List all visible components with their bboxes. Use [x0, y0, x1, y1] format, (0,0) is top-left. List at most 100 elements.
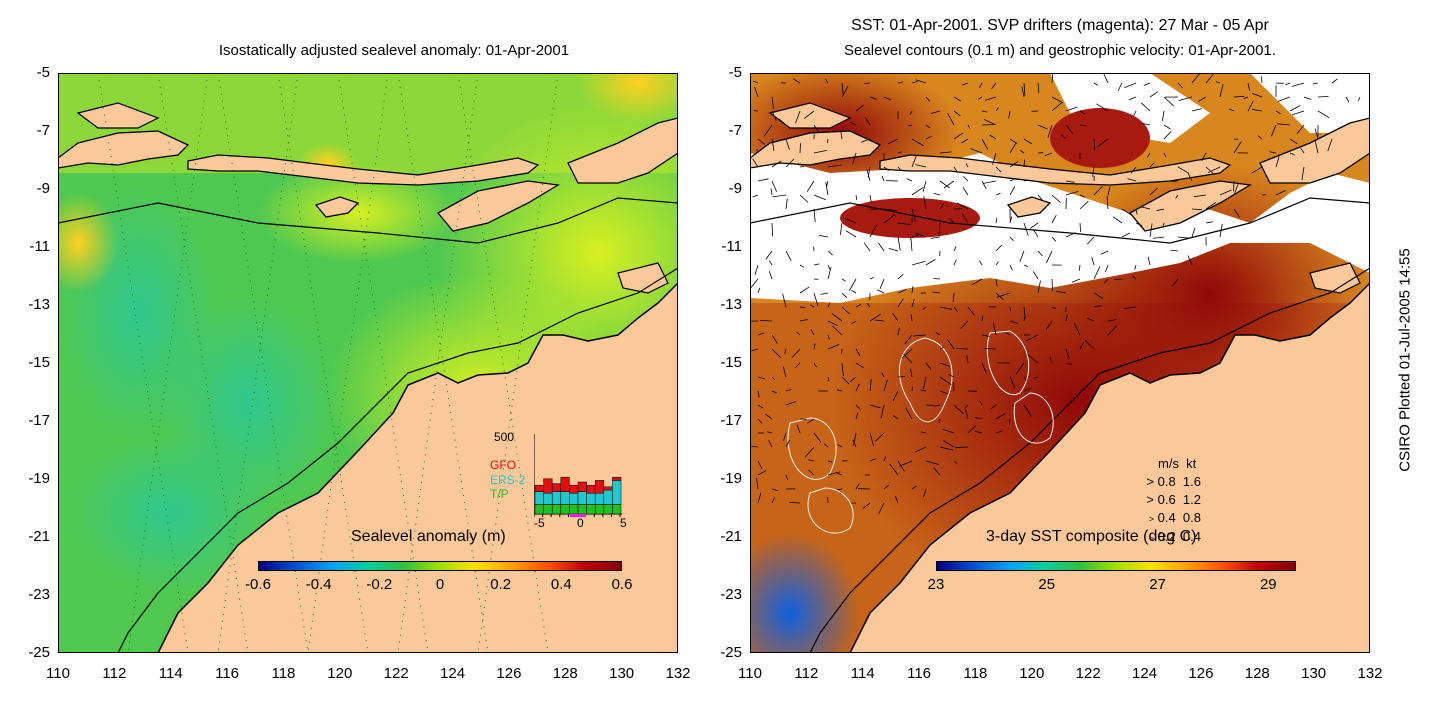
velocity-legend-row: 0.4 0.8 [1157, 510, 1201, 525]
left-lon-tick-label: 116 [215, 665, 240, 682]
velocity-arrow [1056, 290, 1067, 294]
inset-bar-ers [603, 489, 613, 505]
velocity-arrow [1107, 186, 1111, 196]
inset-bar-ers [543, 492, 553, 505]
velocity-arrow [922, 180, 927, 192]
velocity-arrow [841, 376, 850, 385]
velocity-arrow [995, 166, 1002, 173]
velocity-arrow [1051, 214, 1057, 224]
velocity-arrow [1037, 250, 1043, 257]
velocity-arrow [1079, 110, 1086, 115]
velocity-arrow [939, 180, 950, 189]
geostrophic-velocity-field [750, 73, 1361, 514]
velocity-arrow [808, 459, 815, 462]
velocity-arrow [813, 432, 822, 443]
velocity-arrow [782, 366, 787, 378]
australia-landmass [849, 281, 1370, 653]
velocity-arrow [996, 292, 1011, 298]
inset-bar-tp [577, 504, 587, 515]
velocity-arrow [845, 230, 857, 238]
velocity-arrow [785, 198, 788, 210]
velocity-arrow [930, 110, 941, 114]
velocity-arrow [771, 110, 777, 121]
velocity-arrow [906, 178, 913, 182]
velocity-arrow [915, 232, 927, 238]
velocity-arrow [913, 334, 927, 337]
velocity-arrow [1162, 222, 1165, 228]
velocity-arrow [813, 362, 817, 368]
velocity-arrow [855, 412, 859, 420]
velocity-arrow [1357, 96, 1361, 102]
velocity-arrow [1143, 82, 1151, 86]
right-lat-tick-label: -9 [728, 180, 742, 197]
velocity-arrow [939, 390, 949, 395]
sealevel-colorbar-tick-label: -0.4 [305, 576, 332, 593]
right-lon-tick-label: 118 [963, 665, 988, 682]
velocity-arrow [897, 151, 902, 154]
velocity-arrow [1233, 95, 1245, 98]
velocity-arrow [881, 175, 885, 182]
velocity-arrow [855, 362, 864, 368]
velocity-arrow [1051, 306, 1057, 310]
velocity-arrow [1233, 208, 1240, 218]
velocity-arrow [911, 186, 924, 196]
velocity-arrow [1191, 227, 1196, 238]
velocity-arrow [963, 176, 969, 182]
velocity-arrow [1009, 236, 1014, 241]
velocity-arrow [1121, 208, 1132, 216]
velocity-arrow [825, 181, 829, 196]
velocity-arrow [910, 237, 913, 252]
velocity-arrow [799, 319, 808, 322]
velocity-arrow [1193, 194, 1207, 198]
sst-colorbar-tick-label: 27 [1149, 576, 1166, 593]
velocity-arrow [1345, 96, 1350, 103]
velocity-arrow [836, 473, 843, 476]
java-island [58, 130, 190, 169]
velocity-arrow [840, 131, 843, 140]
colorbar-gradient [936, 561, 1296, 571]
velocity-arrow [1175, 194, 1179, 199]
velocity-arrow [1051, 73, 1053, 84]
right-lon-tick-label: 130 [1301, 665, 1327, 682]
velocity-arrow [952, 292, 955, 302]
velocity-arrow [892, 313, 899, 322]
velocity-arrow [855, 303, 862, 308]
velocity-arrow [923, 488, 927, 498]
velocity-arrow [782, 293, 787, 308]
velocity-arrow [785, 138, 790, 150]
velocity-arrow [883, 166, 890, 171]
inset-bar-ers [586, 492, 596, 505]
left-lat-tick-label: -11 [29, 238, 50, 255]
velocity-arrow [974, 417, 983, 420]
velocity-arrow [883, 379, 888, 392]
velocity-arrow [897, 166, 902, 172]
velocity-arrow [1141, 102, 1151, 112]
left-lon-tick-label: 114 [158, 665, 183, 682]
velocity-arrow [1065, 348, 1070, 359]
velocity-arrow [1251, 166, 1263, 174]
left-lat-tick-label: -9 [36, 180, 50, 197]
velocity-arrow [841, 292, 848, 298]
velocity-arrow [1093, 185, 1103, 196]
velocity-arrow [1009, 264, 1013, 271]
velocity-arrow [757, 390, 760, 398]
inset-bar-ers [612, 480, 622, 505]
velocity-arrow [883, 96, 892, 101]
velocity-arrow [883, 214, 896, 224]
velocity-arrow [1233, 183, 1239, 196]
velocity-arrow [1023, 179, 1030, 182]
velocity-arrow [1269, 151, 1277, 154]
velocity-arrow [813, 194, 827, 201]
velocity-arrow [771, 160, 782, 168]
velocity-arrow [1314, 128, 1319, 140]
velocity-arrow [964, 404, 969, 409]
velocity-arrow [991, 82, 997, 90]
australia-landmass [157, 281, 678, 653]
velocity-arrow [863, 242, 871, 252]
velocity-arrow [953, 259, 957, 266]
left-lon-tick-label: 118 [271, 665, 296, 682]
velocity-arrow [1100, 250, 1109, 255]
satellite-data-inset: 500 GFO ERS-2 T/P -5 0 5 [478, 428, 638, 538]
velocity-arrow [1124, 82, 1137, 88]
velocity-arrow [827, 334, 830, 340]
